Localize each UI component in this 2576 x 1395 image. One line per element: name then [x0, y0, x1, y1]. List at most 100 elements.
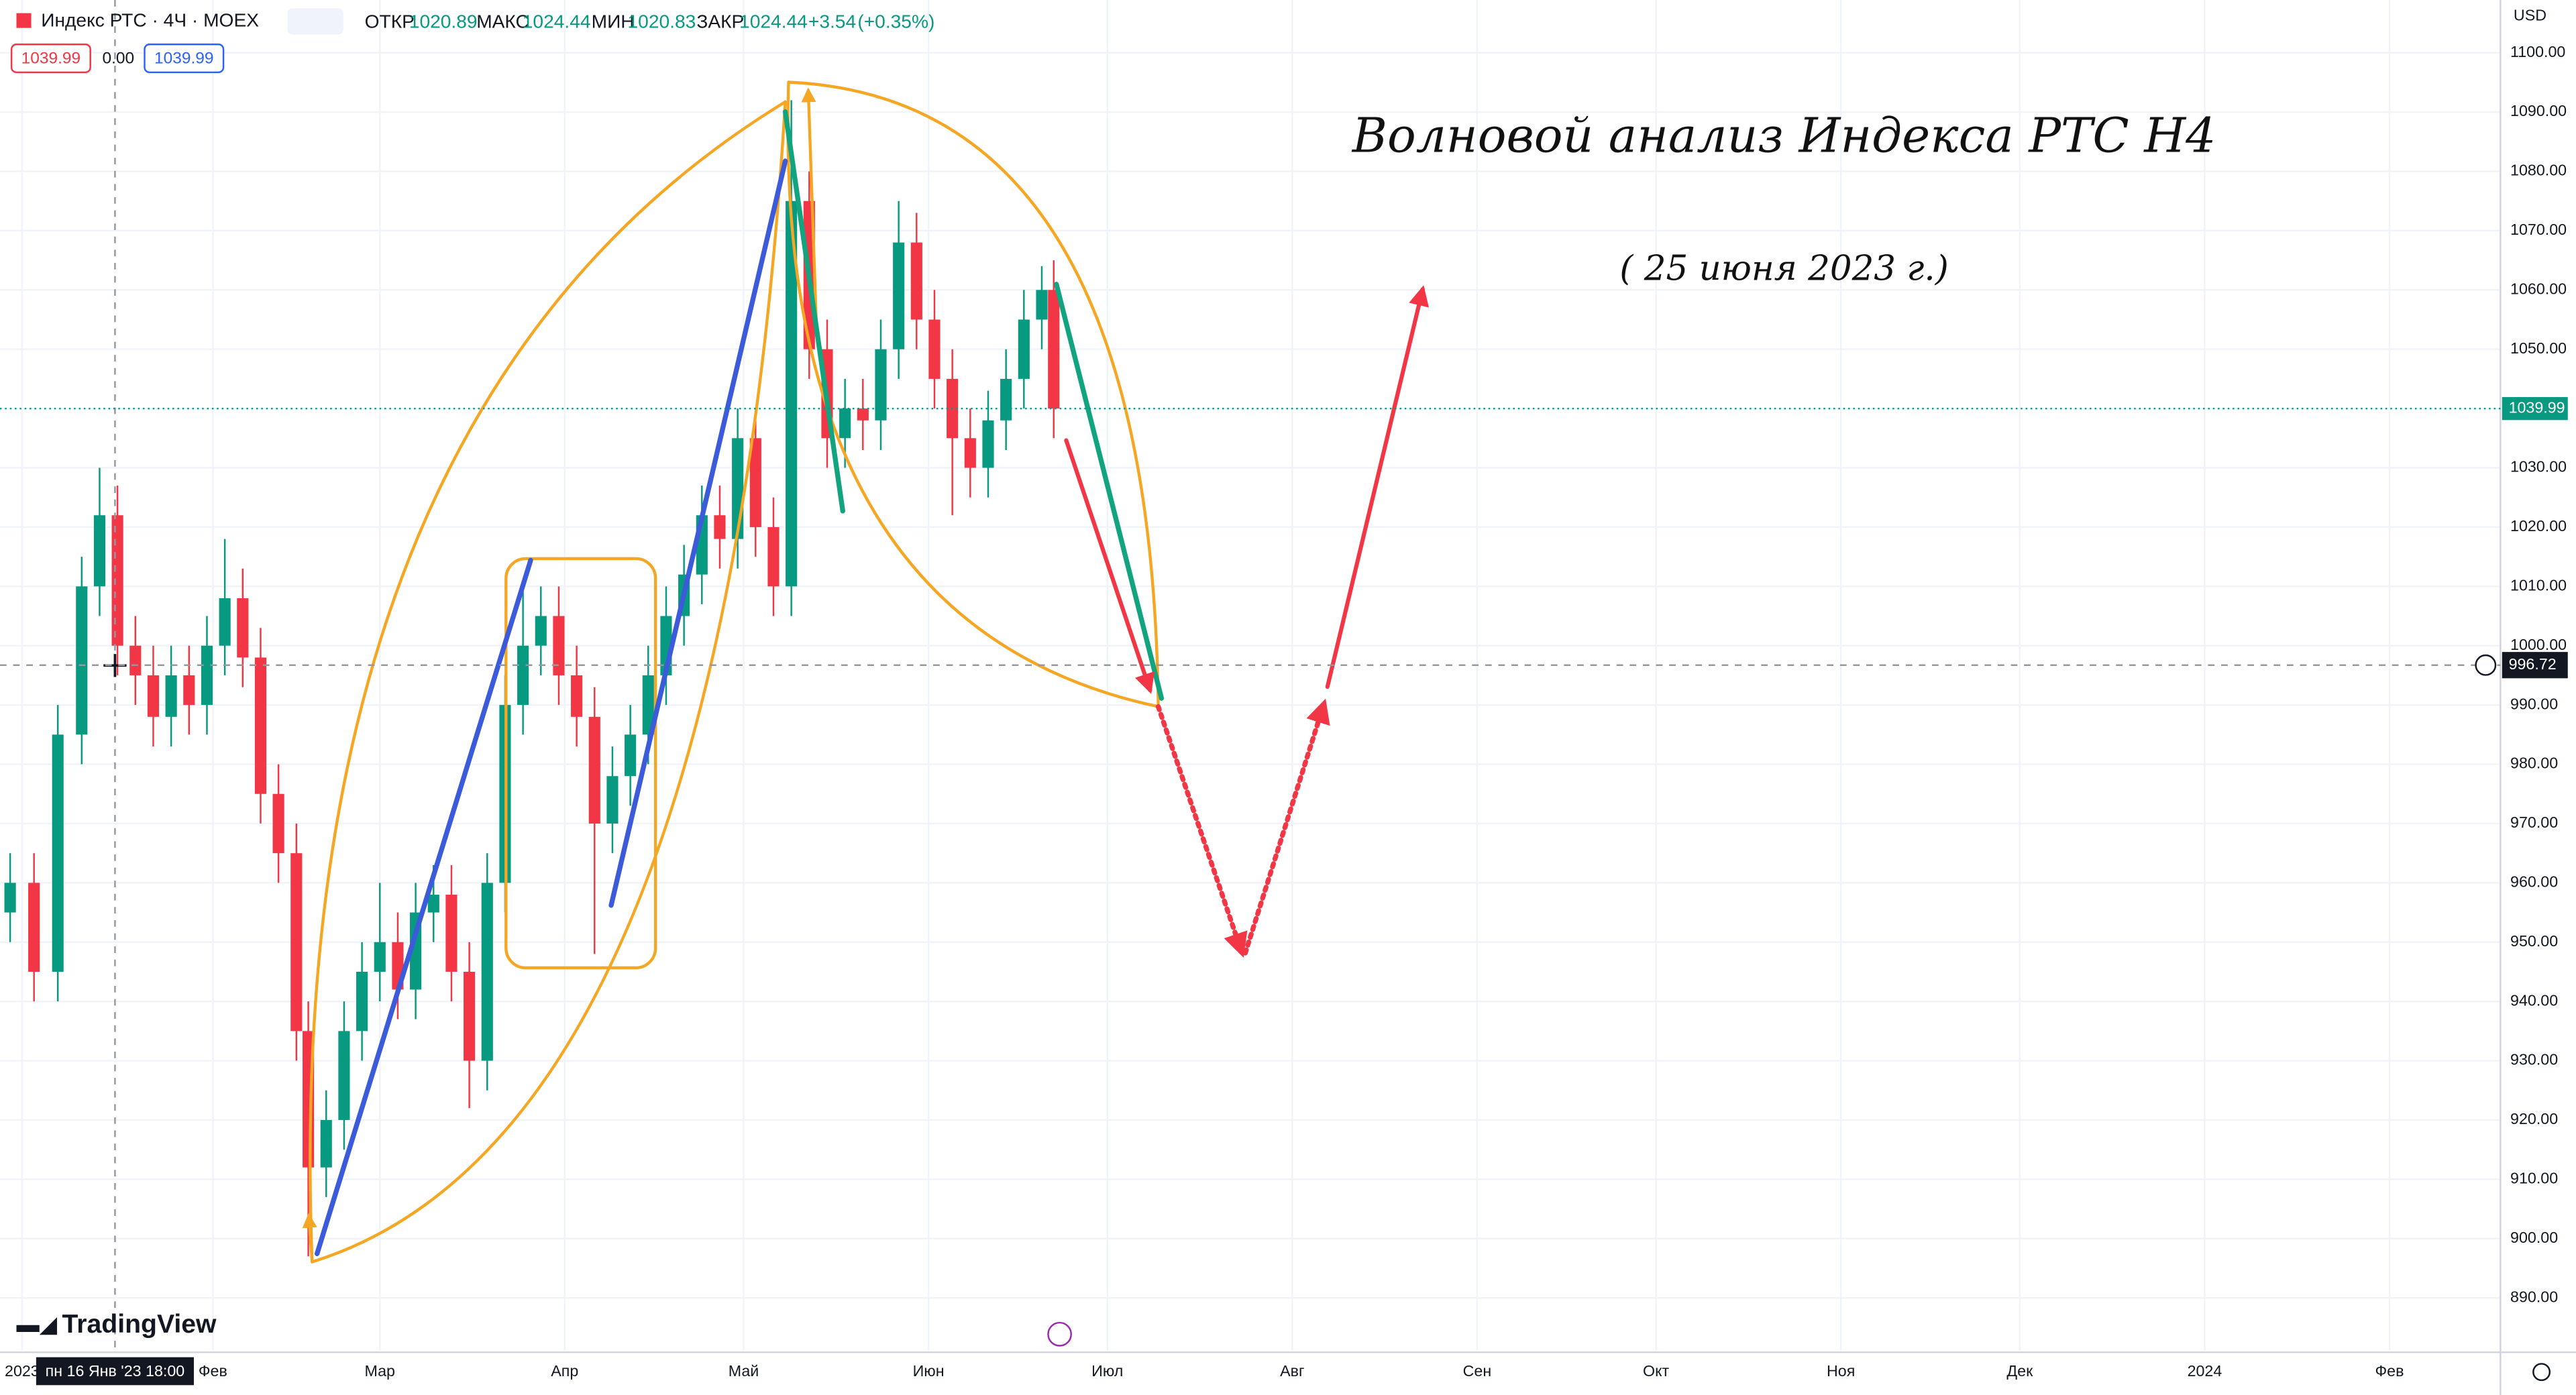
change: +3.54	[808, 11, 856, 32]
currency: USD	[2514, 7, 2546, 24]
candle-body	[928, 319, 941, 379]
logo-text: TradingView	[62, 1310, 217, 1339]
settings-icon[interactable]	[2532, 1363, 2551, 1382]
x-tick-label: Июн	[913, 1362, 945, 1380]
arrow-dotted	[1242, 698, 1330, 956]
y-tick-label: 930.00	[2510, 1051, 2558, 1068]
candle-body	[625, 734, 637, 777]
y-tick-label: 950.00	[2510, 932, 2558, 950]
candle-body	[517, 645, 529, 706]
candle-body	[111, 515, 123, 646]
candle-body	[857, 408, 869, 421]
candle-body	[183, 675, 195, 706]
candle-body	[237, 598, 249, 658]
currency-box	[2507, 5, 2546, 28]
drawings	[302, 80, 1429, 1264]
candle-body	[839, 408, 851, 439]
y-tick-label: 1090.00	[2510, 102, 2567, 119]
y-tick-label: 960.00	[2510, 873, 2558, 890]
candle-body	[588, 716, 600, 824]
overlays: 1039.99 996.72	[0, 397, 2568, 679]
y-tick-label: 910.00	[2510, 1170, 2558, 1187]
y-tick-label: 980.00	[2510, 755, 2558, 772]
x-tick-label: Фев	[199, 1362, 227, 1380]
x-tick-label: Апр	[551, 1362, 578, 1380]
candle-body	[165, 675, 177, 717]
wave-line	[314, 557, 533, 1256]
y-tick-label: 1030.00	[2510, 458, 2567, 476]
candle-body	[964, 438, 976, 468]
y-tick-label: 1100.00	[2510, 43, 2565, 60]
add-alert-icon[interactable]	[2475, 654, 2497, 676]
candle-body	[1036, 290, 1048, 320]
sell-price[interactable]: 1039.99	[21, 50, 80, 68]
ohlc-label: МИН	[592, 11, 635, 32]
candle-body	[290, 853, 303, 1031]
candle-body	[553, 616, 565, 675]
candle-body	[1018, 319, 1030, 379]
ohlc-label: ЗАКР	[696, 11, 744, 32]
y-tick-label: 990.00	[2510, 695, 2558, 712]
wave-line	[782, 109, 845, 514]
crosshair-time: пн 16 Янв '23 18:00	[46, 1362, 185, 1380]
x-tick-label: Дек	[2006, 1362, 2033, 1380]
candle-body	[356, 971, 368, 1031]
arrow	[1325, 285, 1429, 689]
y-tick-label: 1000.00	[2510, 636, 2567, 653]
candle-body	[445, 895, 458, 972]
candle-body	[320, 1119, 332, 1168]
sell-button[interactable]	[10, 43, 91, 74]
candle-body	[464, 971, 476, 1061]
buy-price[interactable]: 1039.99	[154, 50, 213, 68]
toggle[interactable]	[287, 8, 343, 35]
candle-body	[714, 515, 726, 539]
event-icon[interactable]	[1047, 1321, 1072, 1347]
ellipse-arc	[309, 100, 787, 1264]
candle-body	[481, 883, 493, 1061]
x-tick-label: Окт	[1643, 1362, 1670, 1380]
symbol: Индекс РТС · 4Ч · MOEX	[41, 9, 259, 30]
candle-body	[642, 675, 654, 735]
change-pct: (+0.35%)	[857, 11, 934, 32]
ohlc-value: 1024.44	[523, 11, 591, 32]
candle-body	[535, 616, 547, 646]
candle-body	[76, 586, 88, 735]
candle-body	[52, 734, 64, 972]
arrow-dotted	[1155, 704, 1248, 958]
last-price-label: 1039.99	[2509, 398, 2565, 416]
crosshair-time-box	[36, 1357, 194, 1386]
annotation: ( 25 июня 2023 г.)	[1619, 249, 1948, 289]
candle-body	[147, 675, 160, 717]
x-tick-label: Фев	[2375, 1362, 2404, 1380]
grid	[0, 0, 2501, 1351]
ellipse-arc	[786, 80, 1160, 708]
ohlc-value: 1024.44	[739, 11, 808, 32]
arrow	[302, 1213, 317, 1264]
ellipse-arc	[311, 100, 787, 1264]
spread: 0.00	[103, 50, 135, 68]
box	[504, 557, 657, 970]
candle-body	[338, 1031, 350, 1120]
x-tick-label: 2023	[5, 1362, 40, 1380]
candle-body	[93, 515, 106, 587]
x-tick-label: Авг	[1280, 1362, 1304, 1380]
y-tick-label: 970.00	[2510, 814, 2558, 831]
y-tick-label: 1070.00	[2510, 221, 2567, 238]
candle-body	[129, 645, 142, 675]
candle-body	[571, 675, 583, 717]
y-tick-label: 920.00	[2510, 1110, 2558, 1127]
candle-body	[982, 420, 994, 468]
candle-body	[875, 349, 887, 421]
buy-button[interactable]	[144, 43, 225, 74]
ohlc-label: МАКС	[476, 11, 529, 32]
flag-icon	[16, 13, 32, 28]
candle-body	[374, 942, 386, 972]
ellipse-arc	[787, 80, 1160, 705]
y-tick-label: 1020.00	[2510, 517, 2567, 535]
x-tick-label: Июл	[1091, 1362, 1123, 1380]
last-price-box	[2502, 397, 2568, 421]
wave-line	[1054, 282, 1165, 701]
y-tick-label: 1060.00	[2510, 280, 2567, 297]
candle-body	[786, 201, 798, 587]
